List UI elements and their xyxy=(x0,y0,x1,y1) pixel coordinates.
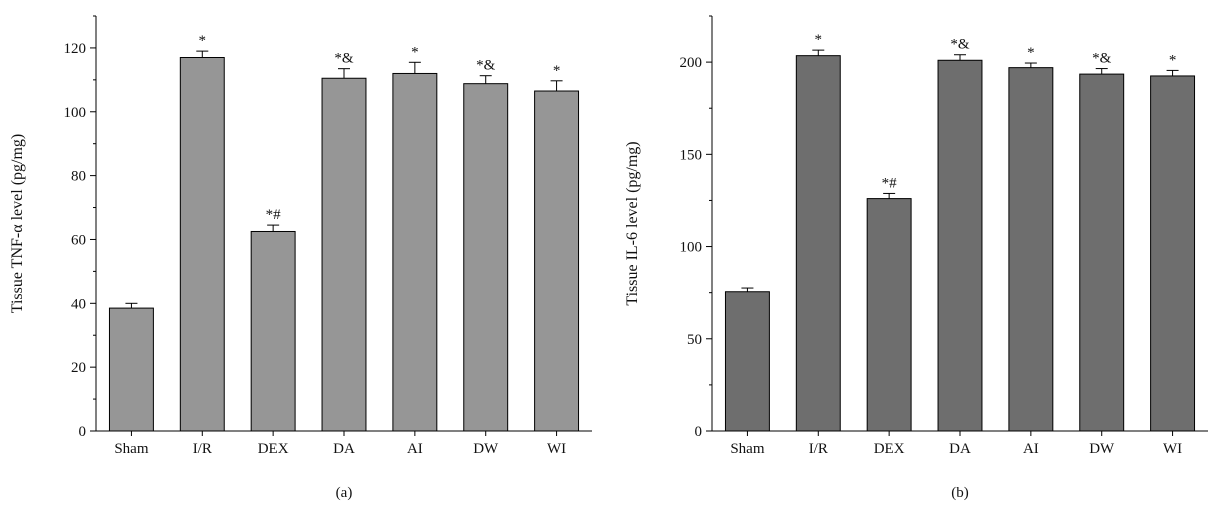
significance-label: * xyxy=(815,32,823,48)
y-tick-label: 80 xyxy=(71,169,86,185)
y-tick-label: 150 xyxy=(680,147,703,163)
x-tick-label: I/R xyxy=(193,441,212,457)
significance-label: *& xyxy=(950,37,970,53)
bar xyxy=(866,198,912,432)
significance-label: *& xyxy=(476,58,496,74)
bar xyxy=(937,59,983,432)
significance-label: *& xyxy=(1092,51,1112,67)
x-tick-label: DEX xyxy=(258,441,289,457)
y-tick-label: 20 xyxy=(71,360,86,376)
bar xyxy=(1079,73,1125,432)
y-tick-label: 50 xyxy=(687,332,702,348)
bar xyxy=(1150,75,1196,432)
panel-label: (b) xyxy=(951,485,969,501)
x-tick-label: DA xyxy=(949,441,971,457)
chart-panel-a: 0 20 40 60 80 100 120 Tissue TNF-α level (pg/mg… xyxy=(9,15,592,501)
x-tick-label: AI xyxy=(407,441,423,457)
bar xyxy=(1008,67,1054,432)
x-tick-label: Sham xyxy=(114,441,149,457)
y-tick-label: 100 xyxy=(64,105,87,121)
x-tick-label: Sham xyxy=(730,441,765,457)
y-axis-label: Tissue IL-6 level (pg/mg) xyxy=(624,141,641,305)
significance-label: *# xyxy=(266,207,282,223)
y-tick-label: 100 xyxy=(680,240,703,256)
significance-label: * xyxy=(1169,52,1177,68)
bar xyxy=(179,57,225,432)
x-tick-label: WI xyxy=(1163,441,1182,457)
x-tick-label: DEX xyxy=(874,441,905,457)
x-tick-label: WI xyxy=(547,441,566,457)
significance-label: * xyxy=(553,63,561,79)
x-tick-label: I/R xyxy=(809,441,828,457)
x-tick-label: DA xyxy=(333,441,355,457)
bar xyxy=(321,77,367,432)
y-tick-label: 60 xyxy=(71,232,86,248)
bar xyxy=(724,291,770,432)
significance-label: * xyxy=(1027,45,1035,61)
y-tick-label: 200 xyxy=(680,55,703,71)
y-tick-label: 40 xyxy=(71,296,86,312)
y-axis-label: Tissue TNF-α level (pg/mg) xyxy=(9,134,26,314)
y-tick-label: 120 xyxy=(64,41,87,57)
x-tick-label: DW xyxy=(473,441,499,457)
panel-label: (a) xyxy=(336,485,353,501)
y-tick-label: 0 xyxy=(79,424,87,440)
significance-label: * xyxy=(411,44,419,60)
significance-label: *# xyxy=(882,175,898,191)
bar xyxy=(392,72,438,432)
x-tick-label: AI xyxy=(1023,441,1039,457)
significance-label: * xyxy=(199,33,207,49)
bar xyxy=(534,90,580,432)
bar xyxy=(250,230,296,432)
chart-panel-b: 0 50 100 150 200 Tissue IL-6 level (pg/mg) Sha… xyxy=(624,15,1208,501)
bar xyxy=(795,55,841,432)
bar xyxy=(463,83,509,432)
bar xyxy=(108,307,154,432)
y-tick-label: 0 xyxy=(695,424,703,440)
significance-label: *& xyxy=(334,51,354,67)
x-tick-label: DW xyxy=(1089,441,1115,457)
